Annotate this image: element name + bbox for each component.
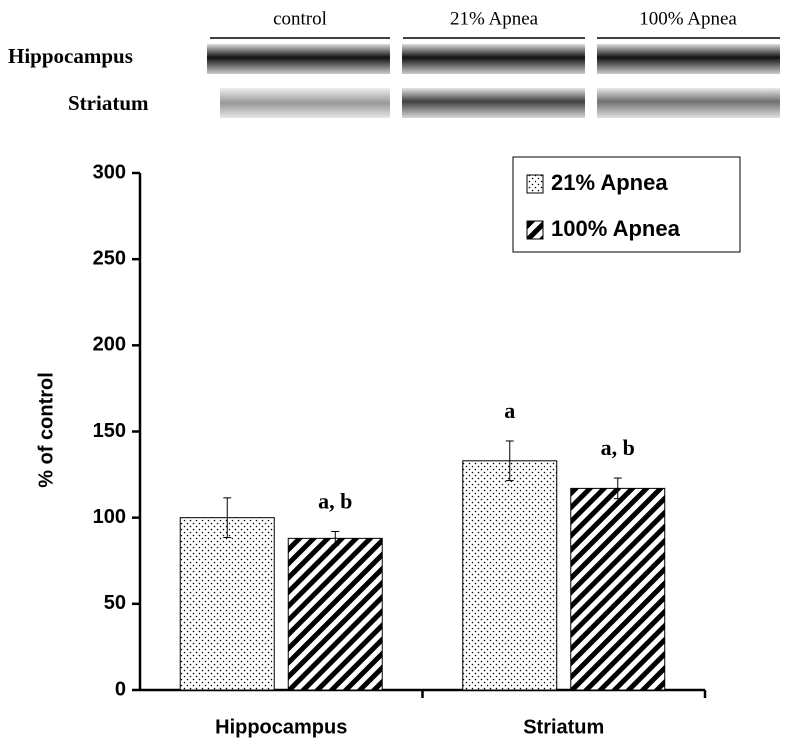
y-tick-label: 100 [93, 506, 126, 528]
bar [287, 537, 383, 691]
y-tick-label: 300 [93, 161, 126, 183]
blot-panel: control 21% Apnea 100% Apnea Hippocampus… [8, 8, 780, 118]
blot-band [597, 44, 780, 74]
blot-band [402, 44, 585, 74]
blot-band [220, 88, 390, 118]
x-tick-label: Hippocampus [215, 716, 347, 738]
x-tick-label: Striatum [523, 716, 604, 738]
annotation: a [504, 398, 515, 423]
legend-swatch [526, 174, 544, 194]
legend-label: 100% Apnea [551, 216, 681, 241]
bar [570, 487, 666, 691]
legend-label: 21% Apnea [551, 170, 668, 195]
error-bar [223, 497, 232, 538]
y-tick-label: 0 [115, 678, 126, 700]
blot-group-label: control [273, 8, 327, 29]
blot-group-label: 100% Apnea [639, 8, 737, 29]
error-bar [331, 530, 340, 546]
y-tick-label: 200 [93, 334, 126, 356]
y-tick-label: 150 [93, 420, 126, 442]
y-axis-label: % of control [35, 372, 57, 488]
legend-box [512, 156, 741, 253]
legend-swatch [526, 220, 544, 240]
blot-band [207, 44, 390, 74]
y-tick-label: 50 [104, 592, 126, 614]
error-bar [613, 477, 622, 500]
blot-row-label: Hippocampus [8, 44, 133, 68]
blot-band [402, 88, 585, 118]
blot-row-label: Striatum [68, 91, 149, 115]
bar [179, 517, 275, 691]
blot-group-label: 21% Apnea [450, 8, 539, 29]
annotation: a, b [318, 489, 352, 514]
y-tick-label: 250 [93, 247, 126, 269]
blot-band [597, 88, 780, 118]
bar [462, 460, 558, 691]
error-bar [505, 440, 514, 482]
annotation: a, b [601, 435, 635, 460]
